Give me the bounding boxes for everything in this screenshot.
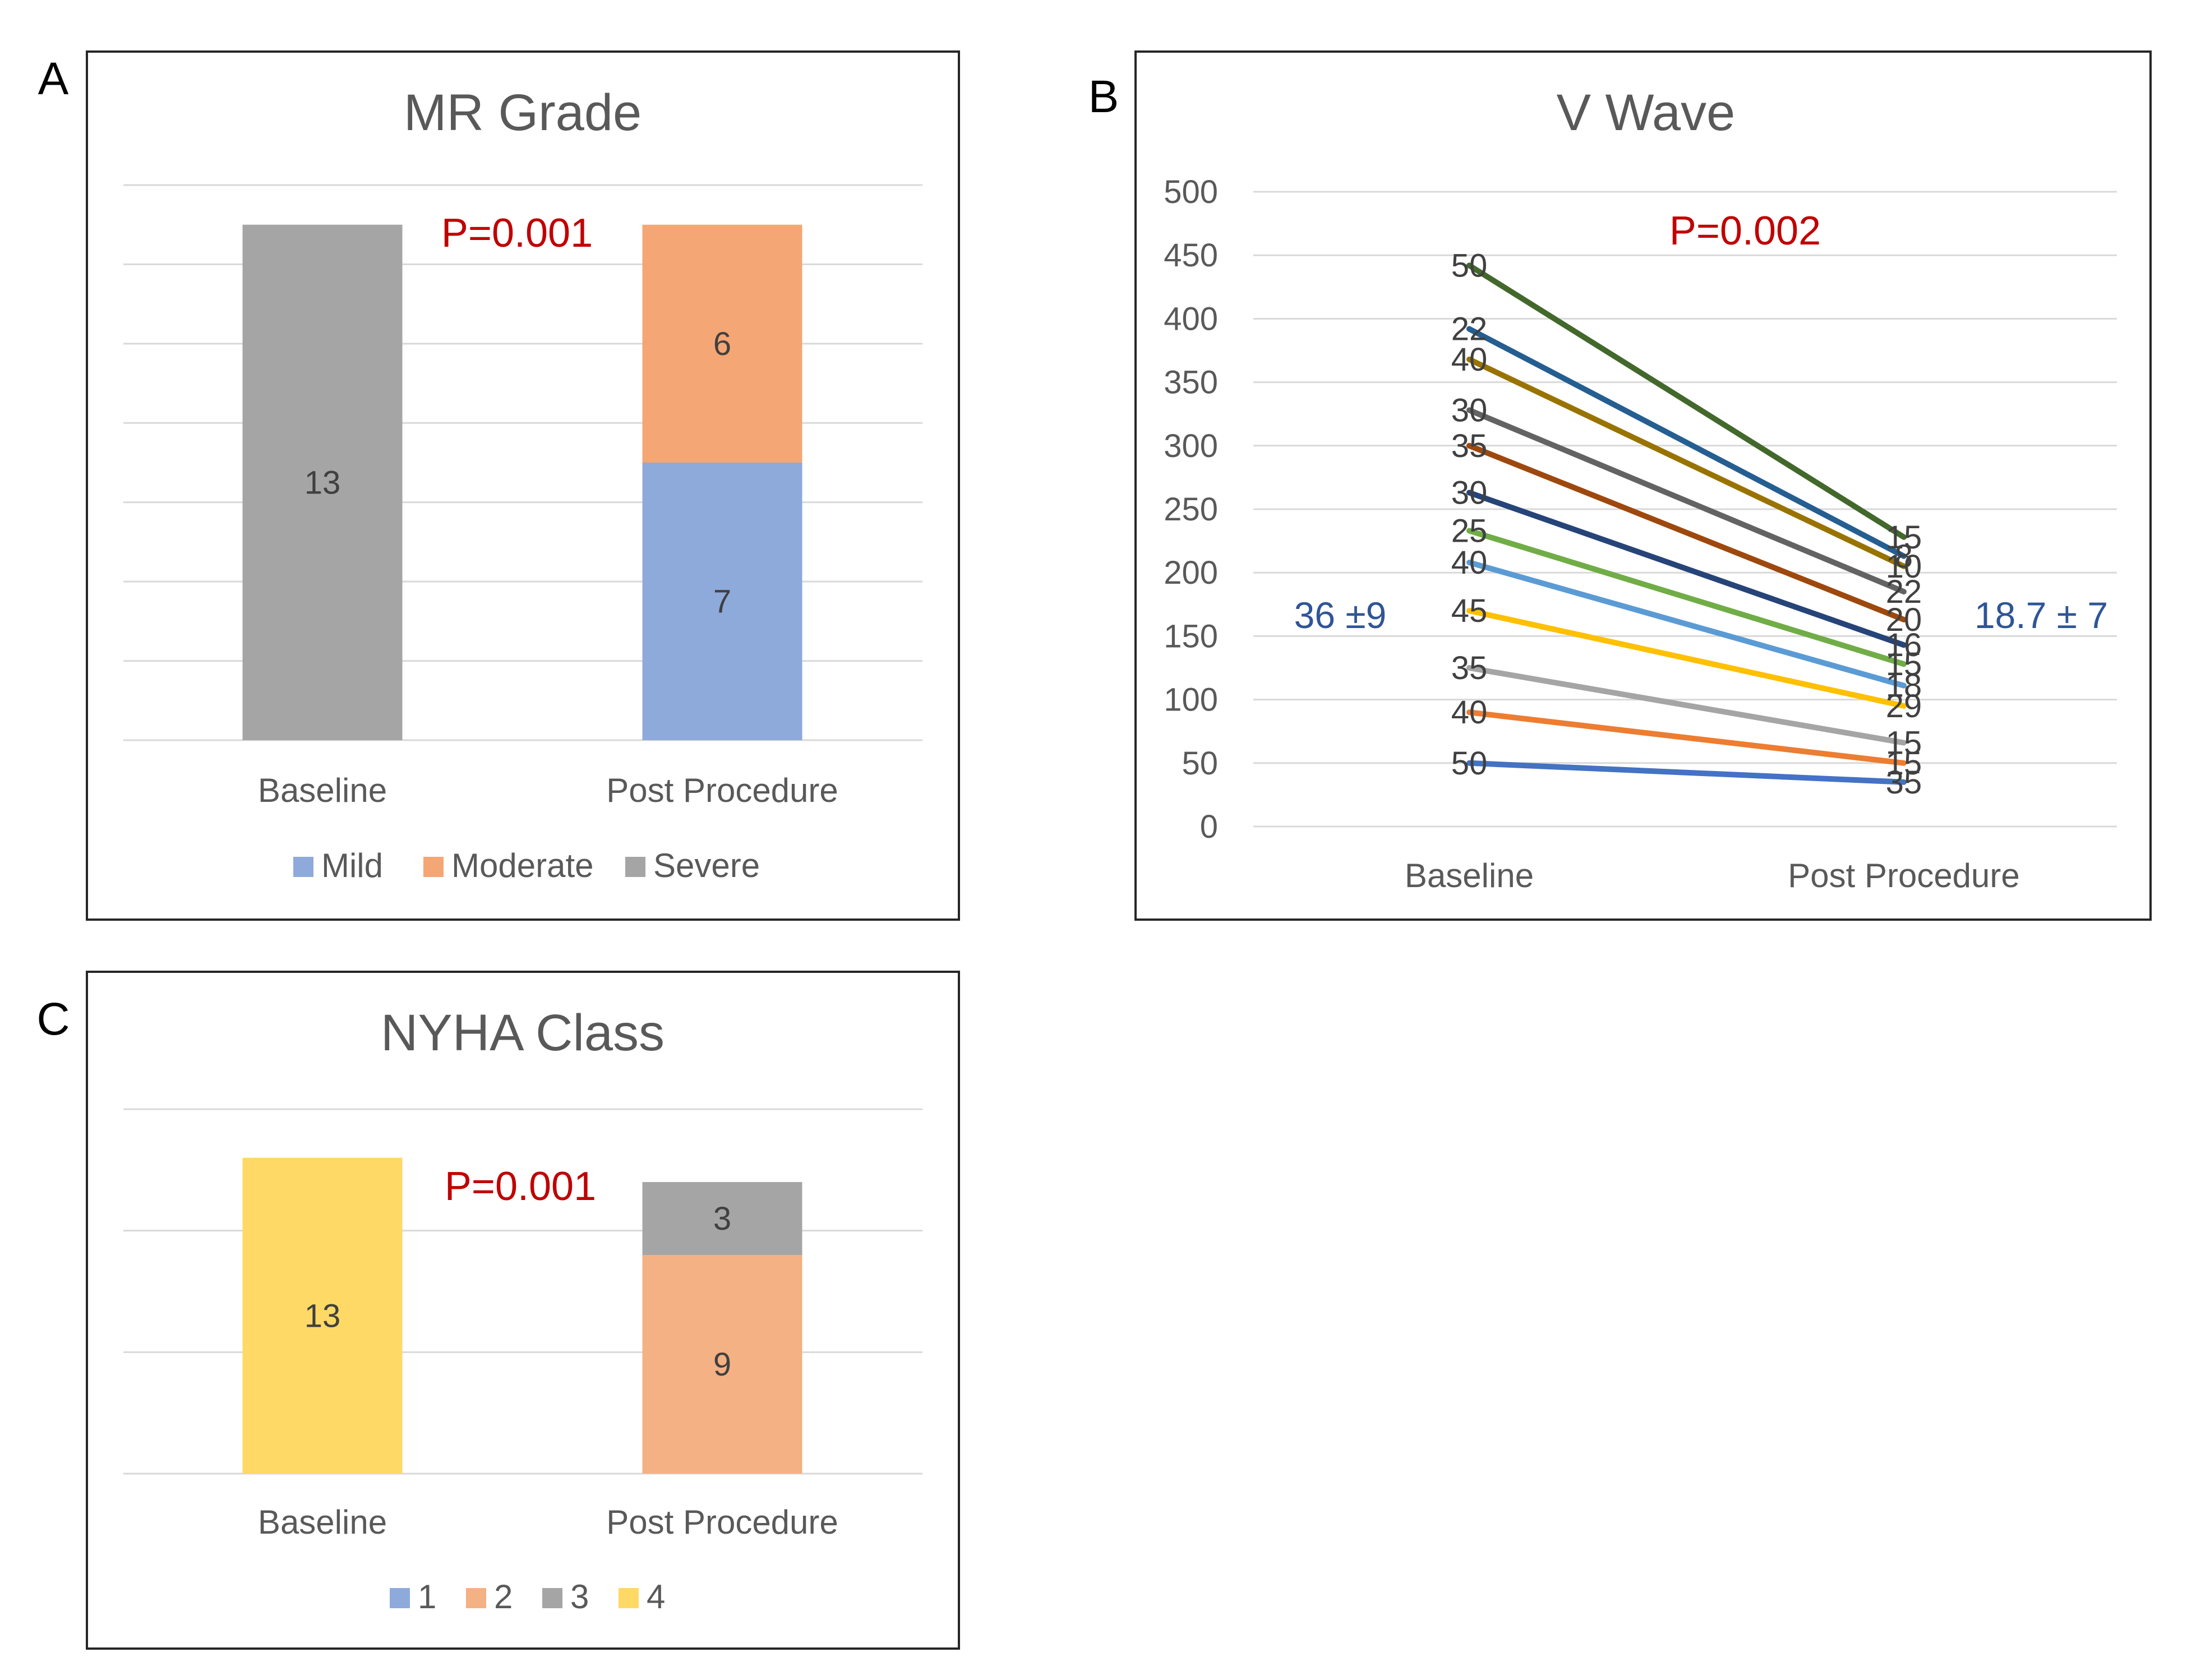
point-label-post: 8: [1895, 538, 1913, 575]
point-label-baseline: 35: [1451, 650, 1488, 686]
y-tick-label: 150: [1164, 618, 1218, 654]
category-label: Post Procedure: [606, 1503, 838, 1541]
series-line-12: [1466, 262, 1907, 540]
point-label-post: 18: [1886, 668, 1922, 704]
point-label-post: 16: [1886, 627, 1922, 663]
category-label: Baseline: [1405, 857, 1534, 894]
series-line-6: [1466, 528, 1907, 667]
point-label-baseline: 25: [1451, 513, 1488, 549]
bar-segment-moderate: [642, 224, 802, 463]
data-label: 13: [304, 464, 341, 501]
series-line-1: [1466, 760, 1907, 785]
v-wave-chart: V Wave 0 50 100 150 200 250 300 350 400 450 500 Base…: [1164, 84, 2117, 894]
y-tick-label: 100: [1164, 682, 1218, 718]
category-label: Post Procedure: [1788, 857, 2020, 894]
chart-0-title: MR Grade: [404, 84, 642, 141]
point-label-baseline: 50: [1451, 247, 1488, 284]
point-label-post: 29: [1886, 688, 1922, 724]
legend-label: 4: [647, 1578, 665, 1616]
panel-c-frame: [86, 971, 960, 1650]
point-label-baseline: 30: [1451, 392, 1488, 428]
point-label-baseline: 35: [1451, 428, 1488, 464]
legend-swatch: [390, 1588, 410, 1608]
y-tick-label: 200: [1164, 555, 1218, 591]
point-label-post: 20: [1886, 602, 1922, 638]
point-label-baseline: 50: [1451, 745, 1488, 782]
bar-segment-severe: [242, 224, 403, 740]
p-value-annotation: P=0.001: [441, 211, 593, 256]
panel-a-letter: A: [38, 53, 69, 104]
data-label: 7: [713, 584, 731, 620]
category-label: Baseline: [258, 1503, 387, 1541]
p-value-annotation: P=0.002: [1669, 209, 1821, 253]
bar-segment-3: [642, 1182, 802, 1255]
legend-swatch: [542, 1588, 562, 1608]
point-label-baseline: 30: [1451, 475, 1488, 511]
category-label: Post Procedure: [606, 772, 838, 809]
baseline-summary: 36 ±9: [1294, 594, 1387, 636]
data-label: 3: [713, 1201, 731, 1237]
bar-segment-4: [242, 1157, 403, 1474]
point-label-post: 22: [1886, 574, 1922, 610]
series-line-3: [1466, 665, 1907, 746]
point-label-post: 15: [1886, 646, 1922, 682]
legend-swatch: [466, 1588, 486, 1608]
series-line-4: [1466, 608, 1907, 709]
series-line-7: [1466, 490, 1907, 648]
y-tick-label: 50: [1182, 745, 1218, 782]
legend-swatch: [619, 1588, 639, 1608]
bar-segment-2: [642, 1255, 802, 1474]
y-tick-label: 250: [1164, 491, 1218, 528]
point-label-baseline: 40: [1451, 544, 1488, 581]
point-label-post: 15: [1886, 745, 1922, 782]
chart-1-title: V Wave: [1557, 84, 1736, 141]
point-label-post: 15: [1886, 519, 1922, 556]
y-tick-label: 350: [1164, 364, 1218, 401]
bar-segment-mild: [642, 463, 802, 740]
legend-label: 1: [418, 1578, 436, 1616]
post-summary: 18.7 ± 7: [1974, 594, 2108, 636]
point-label-baseline: 40: [1451, 694, 1488, 731]
data-label: 13: [304, 1298, 341, 1334]
y-tick-label: 450: [1164, 237, 1218, 274]
y-tick-label: 300: [1164, 428, 1218, 464]
mr-grade-chart: MR Grade 13 Baseline 7 6 Post Procedure P=0.00…: [123, 84, 922, 884]
point-label-baseline: 45: [1451, 593, 1488, 629]
legend-label: Mild: [321, 847, 383, 884]
legend-label: Severe: [653, 847, 760, 884]
point-label-post: 35: [1886, 764, 1922, 801]
y-tick-label: 400: [1164, 301, 1218, 337]
data-label: 6: [713, 326, 731, 362]
legend-label: 3: [570, 1578, 589, 1616]
series-line-2: [1466, 709, 1907, 766]
legend-label: Moderate: [451, 847, 593, 884]
series-line-10: [1466, 356, 1907, 569]
series-line-8: [1466, 442, 1907, 622]
series-line-9: [1466, 407, 1907, 595]
legend-swatch: [293, 857, 313, 877]
legend-label: 2: [494, 1578, 513, 1616]
chart-2-title: NYHA Class: [381, 1004, 665, 1061]
series-line-5: [1466, 560, 1907, 689]
data-label: 9: [713, 1346, 731, 1383]
legend-swatch: [423, 857, 444, 877]
p-value-annotation: P=0.001: [445, 1164, 596, 1209]
category-label: Baseline: [258, 772, 387, 809]
y-tick-label: 500: [1164, 174, 1218, 210]
point-label-baseline: 22: [1451, 311, 1488, 348]
point-label-baseline: 40: [1451, 341, 1488, 378]
y-tick-label: 0: [1200, 809, 1218, 845]
series-line-11: [1466, 326, 1907, 559]
panel-c-letter: C: [36, 994, 70, 1045]
panel-a-frame: [86, 50, 960, 921]
panel-b-letter: B: [1088, 71, 1119, 122]
point-label-post: 15: [1886, 725, 1922, 761]
legend-swatch: [625, 857, 645, 877]
